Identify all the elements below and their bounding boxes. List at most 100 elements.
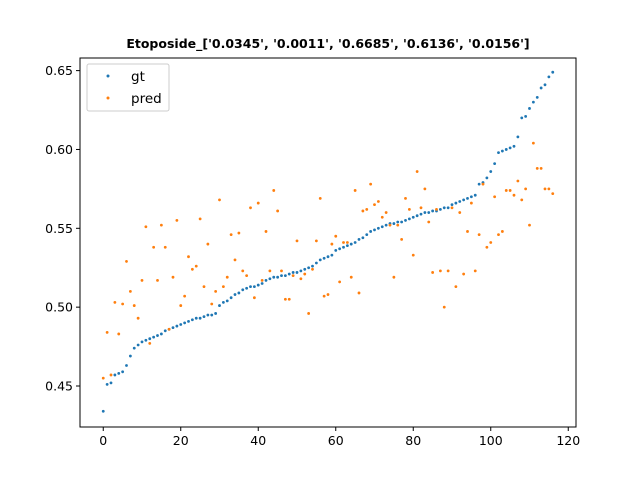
gt-point: [175, 324, 179, 328]
y-tick-label: 0.65: [45, 63, 73, 78]
pred-point: [388, 223, 392, 227]
pred-point: [144, 225, 148, 229]
gt-point: [462, 198, 466, 202]
gt-point: [411, 215, 415, 219]
gt-point: [477, 182, 481, 186]
pred-point: [256, 201, 260, 205]
pred-point: [338, 280, 342, 284]
gt-point: [427, 211, 431, 214]
gt-point: [466, 196, 469, 200]
x-tick-label: 20: [173, 433, 189, 448]
pred-point: [268, 269, 272, 273]
pred-point: [353, 189, 357, 192]
gt-point: [183, 321, 187, 325]
pred-point: [280, 269, 283, 273]
gt-point: [148, 337, 152, 341]
gt-point: [136, 343, 140, 347]
pred-point: [466, 230, 469, 233]
x-tick-label: 60: [328, 433, 344, 448]
pred-point: [272, 189, 276, 192]
pred-point: [276, 209, 280, 213]
gt-point: [485, 176, 489, 180]
pred-point: [109, 373, 113, 377]
x-tick-label: 120: [556, 433, 580, 448]
gt-point: [342, 245, 345, 249]
pred-point: [140, 278, 144, 282]
pred-point: [194, 264, 198, 268]
pred-point: [396, 223, 400, 227]
pred-point: [497, 233, 500, 237]
pred-point: [357, 291, 361, 295]
gt-point: [353, 241, 357, 244]
y-tick-label: 0.60: [45, 142, 73, 157]
pred-point: [508, 189, 512, 192]
pred-point: [117, 332, 121, 336]
gt-point: [334, 248, 338, 252]
gt-point: [531, 100, 535, 104]
x-tick-label: 0: [99, 433, 107, 448]
pred-point: [179, 304, 183, 307]
pred-point: [221, 285, 225, 289]
plot-frame: [79, 57, 577, 428]
pred-point: [233, 258, 237, 262]
pred-point: [535, 166, 539, 170]
pred-point: [156, 278, 159, 282]
gt-point: [400, 220, 404, 224]
pred-point: [125, 260, 128, 263]
pred-point: [218, 198, 221, 202]
pred-point: [411, 253, 415, 257]
pred-point: [163, 245, 167, 249]
gt-point: [241, 288, 245, 292]
pred-point: [384, 211, 388, 214]
pred-point: [431, 271, 435, 274]
pred-point: [183, 294, 187, 298]
pred-point: [314, 239, 318, 243]
pred-point: [369, 182, 373, 186]
gt-point: [221, 301, 225, 304]
pred-point: [462, 272, 466, 276]
gt-point: [121, 370, 125, 374]
pred-point: [260, 278, 264, 282]
pred-point: [481, 182, 485, 186]
pred-point: [318, 196, 322, 200]
pred-point: [454, 285, 458, 289]
y-tick-label: 0.55: [45, 221, 73, 236]
pred-point: [435, 207, 438, 211]
pred-point: [202, 285, 206, 289]
gt-point: [159, 332, 163, 336]
pred-point: [446, 269, 450, 273]
pred-point: [376, 200, 380, 203]
pred-point: [148, 342, 152, 345]
gt-point: [446, 206, 450, 210]
pred-point: [287, 297, 291, 301]
gt-point: [156, 334, 159, 337]
gt-point: [237, 291, 241, 295]
gt-point: [551, 70, 555, 74]
pred-point: [303, 272, 307, 276]
pred-point: [241, 269, 245, 273]
gt-point: [264, 278, 268, 282]
pred-point: [415, 170, 419, 173]
gt-point: [179, 323, 183, 326]
pred-point: [361, 209, 365, 213]
pred-point: [493, 195, 497, 199]
pred-point: [400, 237, 404, 241]
pred-point: [101, 376, 105, 380]
gt-point: [260, 282, 264, 285]
pred-point: [423, 187, 427, 191]
legend-marker-gt: [106, 74, 110, 78]
gt-point: [330, 253, 334, 257]
x-tick-label: 80: [405, 433, 421, 448]
pred-point: [190, 267, 194, 271]
gt-point: [163, 329, 167, 333]
pred-point: [175, 219, 179, 222]
pred-point: [520, 198, 524, 202]
pred-point: [485, 245, 489, 249]
pred-point: [214, 289, 218, 293]
gt-point: [283, 274, 287, 278]
gt-point: [272, 275, 276, 279]
gt-point: [407, 217, 411, 221]
gt-point: [338, 247, 342, 251]
gt-point: [109, 381, 113, 385]
gt-point: [190, 318, 194, 322]
